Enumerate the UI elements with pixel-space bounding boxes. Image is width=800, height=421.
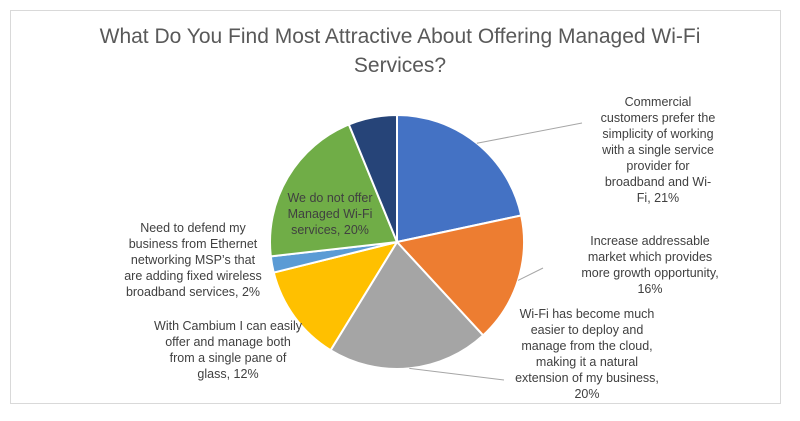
label-line: provider for <box>626 159 690 173</box>
label-line: With Cambium I can easily <box>154 319 302 333</box>
label-commercial: Commercial customers prefer the simplici… <box>548 94 768 206</box>
leader-line-2 <box>409 367 505 381</box>
label-wifi: Wi-Fi has become much easier to deploy a… <box>497 306 677 402</box>
label-line: Managed Wi-Fi <box>287 207 373 221</box>
label-no-offer: We do not offer Managed Wi-Fi services, … <box>270 190 390 238</box>
label-line: Commercial <box>624 95 692 109</box>
label-cambium: With Cambium I can easily offer and mana… <box>128 318 328 382</box>
label-line: broadband and Wi- <box>604 175 712 189</box>
label-line: more growth opportunity, <box>581 266 719 280</box>
label-line: business from Ethernet <box>128 237 258 251</box>
chart-title: What Do You Find Most Attractive About O… <box>0 22 800 80</box>
label-line: Fi, 21% <box>636 191 680 205</box>
pie-slice-2 <box>329 240 485 370</box>
pie-slice-6 <box>347 113 398 243</box>
label-line: manage from the cloud, <box>521 339 653 353</box>
label-line: offer and manage both <box>165 335 291 349</box>
label-line: Need to defend my <box>140 221 246 235</box>
pie-slice-3 <box>272 240 400 352</box>
label-line: making it a natural <box>535 355 639 369</box>
label-line: networking MSP’s that <box>130 253 256 267</box>
label-line: services, 20% <box>291 223 369 237</box>
label-line: market which provides <box>587 250 713 264</box>
label-line: Increase addressable <box>590 234 710 248</box>
label-line: from a single pane of <box>169 351 287 365</box>
pie-slice-5 <box>269 123 399 258</box>
label-line: broadband services, 2% <box>125 285 261 299</box>
label-line: 16% <box>637 282 663 296</box>
leader-line-0 <box>476 122 583 144</box>
label-increase: Increase addressable market which provid… <box>540 233 760 297</box>
label-line: simplicity of working <box>602 127 714 141</box>
pie-slice-0 <box>396 113 523 244</box>
label-line: 20% <box>574 387 600 401</box>
chart-title-line-1: What Do You Find Most Attractive About O… <box>99 25 701 48</box>
label-line: Wi-Fi has become much <box>519 307 655 321</box>
label-line: easier to deploy and <box>530 323 644 337</box>
label-line: extension of my business, <box>515 371 659 385</box>
label-line: glass, 12% <box>197 367 259 381</box>
label-line: customers prefer the <box>600 111 716 125</box>
label-line: We do not offer <box>287 191 373 205</box>
label-defend: Need to defend my business from Ethernet… <box>108 220 278 300</box>
chart-title-line-2: Services? <box>353 54 447 77</box>
leader-line-1 <box>517 267 544 281</box>
label-line: are adding fixed wireless <box>124 269 262 283</box>
label-line: with a single service <box>602 143 714 157</box>
pie-slice-1 <box>395 214 525 337</box>
